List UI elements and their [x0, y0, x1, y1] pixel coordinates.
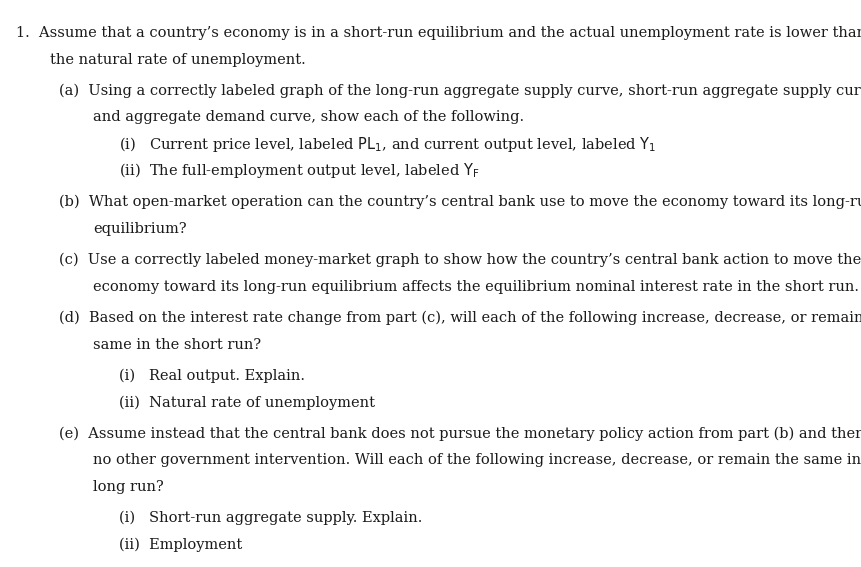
Text: (ii)  Employment: (ii) Employment — [119, 538, 242, 552]
Text: (e)  Assume instead that the central bank does not pursue the monetary policy ac: (e) Assume instead that the central bank… — [59, 426, 861, 441]
Text: equilibrium?: equilibrium? — [93, 222, 187, 236]
Text: economy toward its long-run equilibrium affects the equilibrium nominal interest: economy toward its long-run equilibrium … — [93, 280, 858, 294]
Text: 1.  Assume that a country’s economy is in a short-run equilibrium and the actual: 1. Assume that a country’s economy is in… — [15, 26, 861, 40]
Text: (c)  Use a correctly labeled money-market graph to show how the country’s centra: (c) Use a correctly labeled money-market… — [59, 253, 860, 267]
Text: and aggregate demand curve, show each of the following.: and aggregate demand curve, show each of… — [93, 111, 523, 124]
Text: long run?: long run? — [93, 480, 164, 494]
Text: (ii)  Natural rate of unemployment: (ii) Natural rate of unemployment — [119, 395, 375, 409]
Text: (i)   Current price level, labeled $\mathrm{PL}_1$, and current output level, la: (i) Current price level, labeled $\mathr… — [119, 134, 655, 154]
Text: same in the short run?: same in the short run? — [93, 338, 261, 352]
Text: (b)  What open-market operation can the country’s central bank use to move the e: (b) What open-market operation can the c… — [59, 195, 861, 209]
Text: (i)   Real output. Explain.: (i) Real output. Explain. — [119, 369, 305, 383]
Text: (i)   Short-run aggregate supply. Explain.: (i) Short-run aggregate supply. Explain. — [119, 511, 422, 525]
Text: (a)  Using a correctly labeled graph of the long-run aggregate supply curve, sho: (a) Using a correctly labeled graph of t… — [59, 83, 861, 98]
Text: the natural rate of unemployment.: the natural rate of unemployment. — [50, 53, 306, 66]
Text: (ii)  The full-employment output level, labeled $\mathrm{Y}_\mathrm{F}$: (ii) The full-employment output level, l… — [119, 161, 479, 180]
Text: no other government intervention. Will each of the following increase, decrease,: no other government intervention. Will e… — [93, 454, 861, 467]
Text: (d)  Based on the interest rate change from part (c), will each of the following: (d) Based on the interest rate change fr… — [59, 311, 861, 325]
